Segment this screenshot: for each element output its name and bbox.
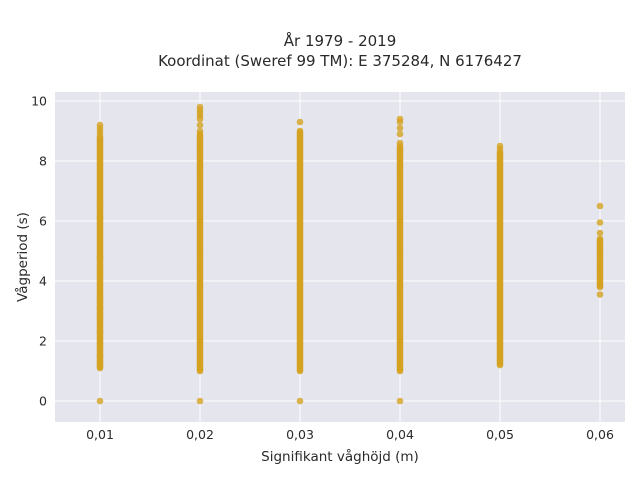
points-layer — [96, 103, 604, 405]
x-tick-label: 0,04 — [386, 427, 414, 442]
data-point — [596, 229, 604, 237]
y-tick-label: 4 — [39, 274, 47, 289]
data-point — [96, 268, 104, 276]
x-tick-label: 0,02 — [186, 427, 214, 442]
data-point — [196, 127, 204, 135]
data-point — [496, 142, 504, 150]
data-point — [396, 130, 404, 138]
data-point — [96, 214, 104, 222]
chart-title-line2: Koordinat (Sweref 99 TM): E 375284, N 61… — [158, 52, 522, 70]
x-tick-label: 0,06 — [586, 427, 614, 442]
x-tick-label: 0,05 — [486, 427, 514, 442]
data-point — [96, 328, 104, 336]
data-point — [296, 397, 304, 405]
data-point — [196, 103, 204, 111]
data-point — [596, 291, 604, 298]
data-point — [596, 219, 604, 226]
x-tick-label: 0,01 — [86, 427, 114, 442]
data-point — [296, 118, 304, 126]
data-point — [296, 127, 304, 135]
y-tick-label: 10 — [31, 94, 47, 109]
plot-background — [55, 92, 625, 422]
ticks-layer: 0,01 0,02 0,03 0,04 0,05 0,06 0 2 4 6 8 10 — [31, 94, 614, 443]
data-point — [96, 295, 104, 303]
data-point — [96, 313, 104, 321]
data-point — [96, 361, 104, 369]
data-point — [96, 253, 104, 261]
data-point — [196, 121, 204, 129]
x-axis-label: Signifikant våghöjd (m) — [261, 448, 419, 465]
data-point — [196, 397, 204, 405]
data-point — [96, 199, 104, 207]
y-tick-label: 0 — [39, 394, 47, 409]
data-point — [396, 124, 404, 132]
data-point — [596, 235, 604, 243]
data-point — [96, 397, 104, 405]
chart-title-line1: År 1979 - 2019 — [284, 31, 397, 50]
y-axis-label: Vågperiod (s) — [14, 212, 31, 302]
x-tick-label: 0,03 — [286, 427, 314, 442]
data-point — [96, 352, 104, 360]
y-tick-label: 8 — [39, 154, 47, 169]
data-point — [96, 304, 104, 312]
data-point — [396, 115, 404, 123]
y-tick-label: 2 — [39, 334, 47, 349]
data-point — [596, 202, 604, 210]
data-point — [96, 340, 104, 348]
data-point — [396, 397, 404, 405]
data-point — [396, 139, 404, 147]
y-tick-label: 6 — [39, 214, 47, 229]
data-point — [96, 121, 104, 129]
